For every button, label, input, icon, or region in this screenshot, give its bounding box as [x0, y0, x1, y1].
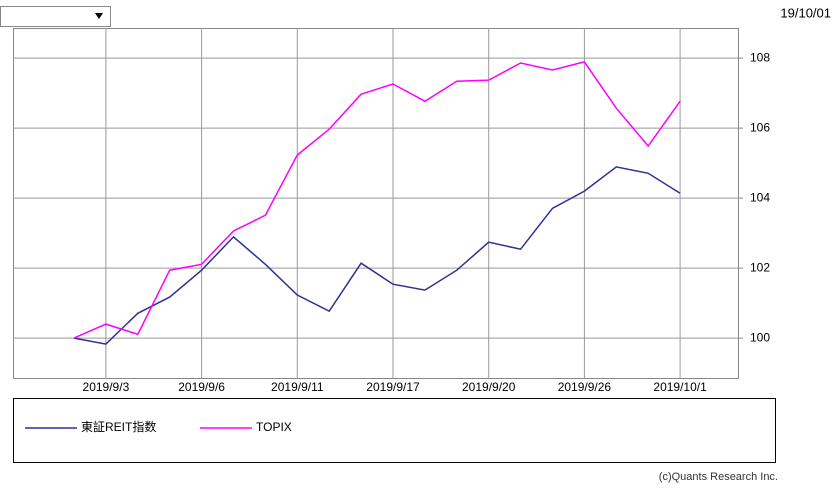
- x-tick-label: 2019/9/26: [558, 380, 612, 394]
- x-tick-label: 2019/9/3: [83, 380, 130, 394]
- x-tick-label: 2019/10/1: [653, 380, 707, 394]
- date-label: 19/10/01: [780, 5, 831, 20]
- copyright: (c)Quants Research Inc.: [659, 471, 778, 483]
- y-tick-label: 106: [750, 120, 770, 134]
- dropdown[interactable]: [0, 6, 111, 27]
- x-tick-label: 2019/9/11: [271, 380, 324, 394]
- line-series: [73, 61, 681, 339]
- line-series: [73, 166, 681, 345]
- legend-box: [13, 398, 776, 463]
- y-tick-label: 102: [750, 260, 770, 274]
- legend-label: 東証REIT指数: [81, 419, 156, 434]
- x-tick-label: 2019/9/17: [366, 380, 420, 394]
- x-tick-label: 2019/9/6: [178, 380, 225, 394]
- x-tick-label: 2019/9/20: [462, 380, 516, 394]
- plot-frame: [13, 28, 739, 379]
- legend-label: TOPIX: [256, 420, 292, 434]
- dropdown-arrow[interactable]: [95, 13, 103, 19]
- y-tick-label: 104: [750, 190, 770, 204]
- y-tick-label: 108: [750, 50, 770, 64]
- y-tick-label: 100: [750, 330, 770, 344]
